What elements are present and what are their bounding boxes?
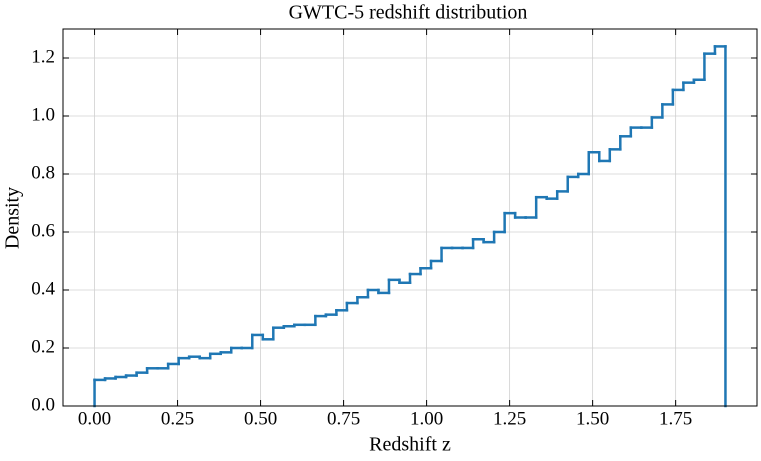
x-tick-label: 0.25	[161, 408, 194, 429]
x-tick-label: 0.75	[327, 408, 360, 429]
x-tick-label: 1.75	[659, 408, 692, 429]
y-tick-label: 0.2	[31, 336, 55, 357]
y-tick-label: 0.4	[31, 278, 55, 299]
y-tick-label: 1.2	[31, 46, 55, 67]
y-axis-label: Density	[2, 187, 24, 249]
y-tick-label: 0.6	[31, 220, 55, 241]
y-tick-label: 0.0	[31, 394, 55, 415]
x-tick-label: 0.50	[244, 408, 277, 429]
x-tick-label: 1.25	[493, 408, 526, 429]
y-tick-label: 1.0	[31, 104, 55, 125]
x-tick-label: 1.00	[410, 408, 443, 429]
plot-frame	[62, 28, 758, 407]
y-tick-label: 0.8	[31, 162, 55, 183]
x-tick-label: 0.00	[78, 408, 111, 429]
x-tick-label: 1.50	[576, 408, 609, 429]
chart-title: GWTC-5 redshift distribution	[289, 2, 528, 24]
x-axis-label: Redshift z	[369, 434, 451, 456]
